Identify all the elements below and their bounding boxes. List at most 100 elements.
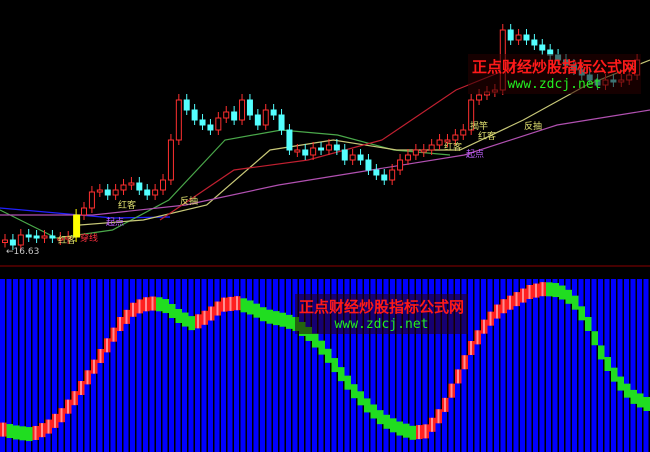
candle-body <box>65 236 72 240</box>
oscillator-background-bar <box>494 279 499 452</box>
oscillator-background-bar <box>624 279 629 452</box>
candle-body <box>341 149 348 161</box>
oscillator-highlight <box>223 297 225 312</box>
oscillator-block <box>19 426 26 441</box>
candle-body <box>25 234 32 238</box>
oscillator-highlight <box>470 341 472 355</box>
candle-body <box>349 154 356 161</box>
oscillator-highlight <box>528 285 531 299</box>
oscillator-highlight <box>145 297 147 312</box>
oscillator-background-bar <box>552 279 558 452</box>
oscillator-background-bar <box>13 279 18 452</box>
candle-body <box>270 109 277 116</box>
oscillator-highlight <box>119 317 121 331</box>
oscillator-background-bar <box>26 279 31 452</box>
candle-body <box>302 149 309 156</box>
oscillator-background-bar <box>481 279 486 452</box>
candle-body <box>523 34 530 41</box>
oscillator-background-bar <box>195 279 200 452</box>
oscillator-highlight <box>424 424 427 439</box>
oscillator-highlight <box>496 304 498 319</box>
candle-body <box>381 174 388 181</box>
oscillator-background-bar <box>234 279 239 452</box>
candle-body <box>246 99 253 116</box>
oscillator-background-bar <box>383 279 389 452</box>
candle-body <box>333 144 340 151</box>
oscillator-background-bar <box>357 279 363 452</box>
oscillator-background-bar <box>188 279 194 452</box>
oscillator-highlight <box>80 381 82 395</box>
oscillator-block <box>266 309 273 324</box>
candle-body <box>531 39 538 46</box>
oscillator-background-bar <box>123 279 129 452</box>
oscillator-highlight <box>229 296 232 311</box>
oscillator-highlight <box>125 309 128 324</box>
candle-body <box>262 109 269 126</box>
oscillator-background-bar <box>422 279 428 452</box>
candle-body <box>2 239 8 243</box>
oscillator-background-bar <box>45 279 51 452</box>
candle-body <box>515 34 522 41</box>
oscillator-background-bar <box>39 279 44 452</box>
oscillator-block <box>591 331 598 346</box>
oscillator-background-bar <box>390 279 395 452</box>
oscillator-block <box>13 425 20 440</box>
signal-label: 红客 <box>444 143 463 153</box>
oscillator-background-bar <box>468 279 473 452</box>
candle-body <box>57 237 64 241</box>
oscillator-background-bar <box>32 279 38 452</box>
oscillator-highlight <box>60 408 63 423</box>
oscillator-block <box>175 309 182 323</box>
signal-label: 红客 <box>118 201 137 211</box>
oscillator-background-bar <box>338 279 343 452</box>
candle-body <box>9 239 16 246</box>
oscillator-background-bar <box>611 279 616 452</box>
candle-body <box>223 111 230 119</box>
oscillator-background-bar <box>643 279 649 452</box>
low-price-label: ←16.63 <box>6 247 40 257</box>
candle-body <box>404 154 411 161</box>
oscillator-highlight <box>99 349 102 363</box>
oscillator-background-bar <box>156 279 161 452</box>
watermark-title: 正点财经炒股指标公式网 <box>472 58 638 76</box>
candle-body <box>444 139 451 143</box>
signal-label: 红客 <box>478 132 497 142</box>
oscillator-background-bar <box>572 279 577 452</box>
oscillator-block <box>546 282 553 297</box>
oscillator-background-bar <box>409 279 415 452</box>
signal-label: 起点 <box>106 218 125 228</box>
oscillator-highlight <box>483 319 485 334</box>
oscillator-block <box>6 424 13 439</box>
candle-body <box>365 159 372 171</box>
oscillator-background-bar <box>351 279 356 452</box>
oscillator-background-bar <box>435 279 441 452</box>
candle-body <box>278 114 285 131</box>
oscillator-highlight <box>112 327 115 342</box>
oscillator-background-bar <box>6 279 12 452</box>
candle-body <box>231 111 238 121</box>
oscillator-background-bar <box>117 279 122 452</box>
candle-body <box>49 235 56 239</box>
oscillator-block <box>565 289 572 304</box>
oscillator-background-bar <box>65 279 70 452</box>
oscillator-background-bar <box>162 279 168 452</box>
candle-body <box>428 144 435 151</box>
oscillator-block <box>338 367 345 382</box>
oscillator-block <box>630 389 637 404</box>
oscillator-background-bar <box>513 279 519 452</box>
oscillator-background-bar <box>52 279 57 452</box>
oscillator-background-bar <box>325 279 330 452</box>
oscillator-highlight <box>132 302 134 317</box>
candle-body <box>310 147 317 156</box>
oscillator-background-bar <box>507 279 512 452</box>
oscillator-background-bar <box>130 279 135 452</box>
candle-body <box>476 94 483 101</box>
oscillator-background-bar <box>299 279 304 452</box>
oscillator-background-bar <box>591 279 597 452</box>
oscillator-background-bar <box>500 279 506 452</box>
oscillator-block <box>312 333 319 348</box>
oscillator-background-bar <box>279 279 285 452</box>
oscillator-highlight <box>418 425 420 440</box>
oscillator-background-bar <box>110 279 116 452</box>
